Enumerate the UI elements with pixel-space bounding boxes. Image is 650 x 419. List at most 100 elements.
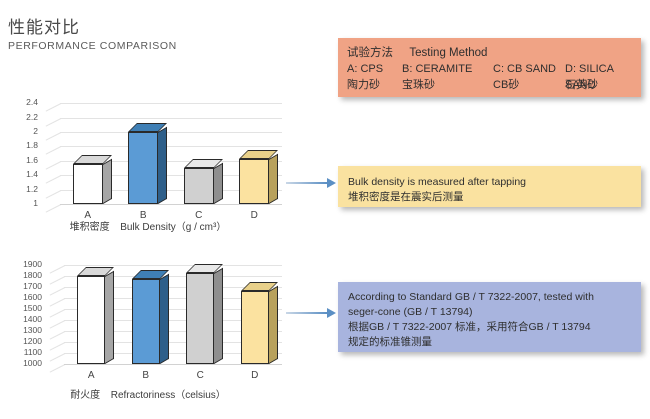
item-d-cn: 石英砂 [565, 79, 598, 91]
page-title-cn: 性能对比 [8, 18, 80, 37]
bar-front-face [240, 290, 269, 364]
bar-a[interactable] [77, 267, 115, 364]
x-axis-tick-label: B [139, 210, 147, 221]
gridline-depth-edge [45, 160, 62, 170]
bar-c[interactable] [186, 264, 224, 364]
arrow-right-icon-top [286, 178, 336, 188]
item-a-code: A: CPS [347, 63, 384, 75]
x-axis-tick-label: D [251, 370, 259, 381]
y-axis-tick-label: 1100 [23, 347, 42, 358]
callout-testing-method-header: 试验方法 Testing Method [347, 45, 632, 61]
gridline-depth-edge [49, 287, 66, 297]
bar-front-face [186, 273, 215, 364]
y-axis-tick-label: 1200 [23, 336, 42, 347]
x-axis-tick-label: A [84, 210, 92, 221]
bar-front-face [72, 164, 103, 204]
chart-refractoriness-plot: 1900 1800 1700 1600 1500 1400 1300 1200 1100 1000… [14, 248, 294, 390]
gridline-depth-edge [45, 103, 62, 112]
bulk-note-en: Bulk density is measured after tapping [348, 176, 527, 188]
callout-testing-method: 试验方法 Testing Method A: CPS 陶力砂 B: CERAMI… [338, 38, 641, 97]
x-axis-tick-label: B [142, 370, 150, 381]
gridline-depth-edge [49, 353, 66, 362]
item-c-cn: CB砂 [493, 79, 520, 91]
page-title-en: PERFORMANCE COMPARISON [8, 40, 177, 52]
gridline-depth-edge [45, 146, 62, 156]
bar-side-face [213, 162, 223, 204]
caption-cn-bulk: 堆积密度 [69, 222, 110, 233]
y-axis-tick-label: 1900 [23, 259, 42, 270]
y-axis-tick-label: 1.8 [26, 140, 38, 151]
bar-a[interactable] [72, 155, 112, 204]
chart-bulk-density-plot: 2.4 2.2 2 1.8 1.6 1.4 1.2 1 A B C D [14, 82, 294, 232]
item-b-cn: 宝珠砂 [402, 79, 435, 91]
caption-en-bulk: Bulk Density（g / cm³） [120, 222, 227, 233]
gridline [49, 309, 282, 318]
item-a-cn: 陶力砂 [347, 79, 380, 91]
bar-side-face [158, 126, 168, 204]
page-title: 性能对比 PERFORMANCE COMPARISON [8, 18, 177, 52]
gridline [45, 175, 282, 184]
gridline [49, 320, 282, 329]
gridline-depth-edge [49, 342, 66, 351]
chart-bulk-density-caption: 堆积密度 Bulk Density（g / cm³） [14, 222, 282, 234]
y-axis-tick-label: 1.4 [26, 169, 38, 180]
y-axis-tick-label: 1.6 [26, 154, 38, 165]
bar-d[interactable] [239, 149, 279, 204]
gridline-depth-edge [45, 132, 62, 141]
gridline-depth-edge [49, 364, 66, 373]
y-axis-tick-label: 1300 [23, 325, 42, 336]
y-axis-tick-label: 1500 [23, 303, 42, 314]
gridline [49, 265, 282, 275]
y-axis-tick-label: 1800 [23, 270, 42, 281]
bar-d[interactable] [240, 281, 278, 364]
y-axis-tick-label: 1700 [23, 281, 42, 292]
bar-c[interactable] [183, 159, 223, 204]
callout-bulk-density-note: Bulk density is measured after tapping 堆… [338, 166, 641, 207]
x-axis-tick-label: C [196, 370, 204, 381]
callout-refractoriness-note: According to Standard GB / T 7322-2007, … [338, 282, 641, 352]
gridline [45, 117, 282, 127]
gridline [49, 276, 282, 286]
gridline [45, 103, 282, 112]
gridline-depth-edge [45, 189, 62, 199]
x-axis-tick-label: C [195, 210, 203, 221]
gridline-depth-edge [49, 298, 66, 307]
arrow-right-icon-bottom [286, 308, 336, 318]
bar-b[interactable] [131, 269, 169, 364]
item-c-code: C: CB SAND [493, 63, 556, 75]
testing-method-header-cn: 试验方法 [347, 47, 393, 59]
caption-en-refr: Refractoriness（celsius） [110, 390, 226, 401]
refr-note-cn-2: 规定的标准锥测量 [348, 336, 432, 348]
caption-cn-refr: 耐火度 [70, 390, 101, 401]
bar-front-face [131, 278, 160, 364]
gridline-depth-edge [49, 309, 66, 318]
y-axis-tick-label: 2.4 [26, 97, 38, 108]
bar-b[interactable] [128, 123, 168, 204]
gridline [49, 331, 282, 340]
gridline-depth-edge [49, 331, 66, 340]
y-axis-tick-label: 1400 [23, 314, 42, 325]
bar-side-face [214, 267, 224, 364]
gridline-depth-edge [45, 117, 62, 127]
testing-method-header-en: Testing Method [409, 47, 488, 59]
bar-side-face [268, 285, 278, 364]
callout-testing-method-items: A: CPS 陶力砂 B: CERAMITE 宝珠砂 C: CB SAND CB… [347, 61, 632, 95]
bar-side-face [102, 159, 112, 204]
gridline-depth-edge [45, 204, 62, 213]
y-axis-tick-label: 2.2 [26, 111, 38, 122]
bar-front-face [183, 168, 214, 204]
refr-note-en-1: According to Standard GB / T 7322-2007, … [348, 291, 594, 303]
y-axis-tick-label: 1 [33, 198, 38, 208]
chart-refractoriness: 1900 1800 1700 1600 1500 1400 1300 1200 1100 1000… [14, 248, 294, 390]
bar-side-face [269, 153, 279, 204]
item-d-code: D: SILICA SAND [565, 63, 614, 91]
bulk-note-cn: 堆积密度是在震实后测量 [348, 191, 464, 203]
bar-front-face [239, 158, 270, 204]
y-axis-tick-label: 1.2 [26, 183, 38, 194]
gridline [45, 160, 282, 170]
gridline-depth-edge [49, 265, 66, 275]
y-axis-tick-label: 1600 [23, 292, 42, 303]
chart-refractoriness-caption: 耐火度 Refractoriness（celsius） [14, 390, 282, 402]
x-axis-tick-label: D [250, 210, 258, 221]
bar-side-face [105, 271, 115, 364]
